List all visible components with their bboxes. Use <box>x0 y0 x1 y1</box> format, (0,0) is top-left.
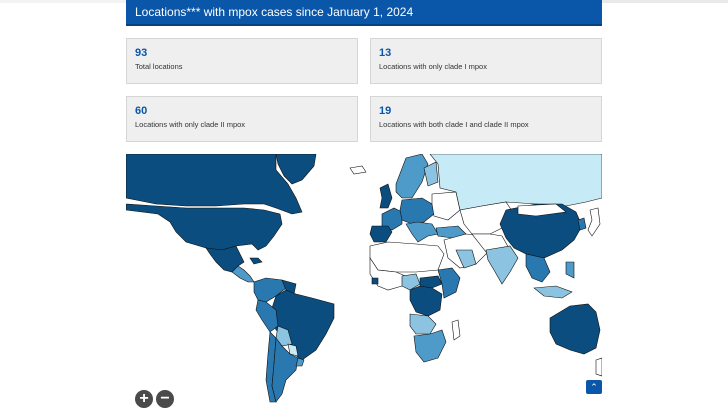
country-car[interactable] <box>419 275 443 289</box>
stat-label: Locations with both clade I and clade II… <box>379 120 529 129</box>
country-japan[interactable] <box>587 207 601 237</box>
country-peru[interactable] <box>255 299 279 333</box>
country-china[interactable] <box>499 203 583 259</box>
country-united-states[interactable] <box>126 203 283 251</box>
top-bar-right <box>602 0 728 3</box>
country-spain-portugal[interactable] <box>369 225 393 243</box>
chevron-up-icon: ⌃ <box>590 382 598 392</box>
stat-card-clade-ii: 60 Locations with only clade II mpox <box>126 96 358 142</box>
country-uruguay[interactable] <box>295 357 305 367</box>
stat-card-total: 93 Total locations <box>126 38 358 84</box>
stat-label: Locations with only clade II mpox <box>135 120 246 129</box>
stat-value: 60 <box>135 105 148 117</box>
world-map[interactable] <box>126 154 602 409</box>
stat-value: 19 <box>379 105 392 117</box>
country-greenland[interactable] <box>275 154 317 185</box>
country-gulf[interactable] <box>455 249 477 269</box>
stat-value: 13 <box>379 47 392 59</box>
country-southeast-asia[interactable] <box>525 253 551 283</box>
banner-title: Locations*** with mpox cases since Janua… <box>135 5 414 19</box>
country-canada[interactable] <box>126 154 303 215</box>
country-indonesia[interactable] <box>533 285 573 299</box>
top-bar-left <box>0 0 126 3</box>
country-sierra-leone[interactable] <box>371 277 379 285</box>
country-iceland[interactable] <box>349 165 367 175</box>
country-madagascar[interactable] <box>451 319 461 341</box>
country-italy-balkans[interactable] <box>405 221 439 243</box>
country-scandinavia[interactable] <box>395 154 429 199</box>
zoom-in-button[interactable]: + <box>135 390 153 408</box>
zoom-out-button[interactable]: − <box>156 390 174 408</box>
country-germany-central-europe[interactable] <box>399 197 435 225</box>
stat-card-clade-i: 13 Locations with only clade I mpox <box>370 38 602 84</box>
stat-card-both-clades: 19 Locations with both clade I and clade… <box>370 96 602 142</box>
country-angola[interactable] <box>409 313 437 335</box>
country-mongolia[interactable] <box>517 203 567 217</box>
country-united-kingdom[interactable] <box>379 183 393 209</box>
stat-label: Total locations <box>135 62 183 71</box>
world-map-svg[interactable] <box>126 154 602 409</box>
stat-value: 93 <box>135 47 148 59</box>
country-central-america[interactable] <box>231 265 255 283</box>
plus-icon: + <box>139 390 149 407</box>
country-new-zealand[interactable] <box>595 357 602 377</box>
country-paraguay[interactable] <box>287 343 299 357</box>
country-southern-africa[interactable] <box>413 329 447 363</box>
country-eastern-europe[interactable] <box>431 191 461 221</box>
country-finland[interactable] <box>423 161 439 187</box>
country-india[interactable] <box>485 245 519 285</box>
country-bolivia[interactable] <box>275 325 293 347</box>
minus-icon: − <box>160 390 170 407</box>
map-title-banner: Locations*** with mpox cases since Janua… <box>126 0 602 26</box>
country-nigeria[interactable] <box>401 273 421 291</box>
country-korea[interactable] <box>577 217 587 231</box>
country-australia[interactable] <box>549 303 601 355</box>
scroll-to-top-button[interactable]: ⌃ <box>586 380 602 394</box>
country-argentina[interactable] <box>271 337 299 403</box>
country-congo[interactable] <box>409 285 443 317</box>
country-caribbean[interactable] <box>249 257 263 265</box>
country-north-africa[interactable] <box>369 241 445 273</box>
country-philippines[interactable] <box>565 261 575 279</box>
country-east-africa[interactable] <box>437 267 461 299</box>
stat-label: Locations with only clade I mpox <box>379 62 487 71</box>
